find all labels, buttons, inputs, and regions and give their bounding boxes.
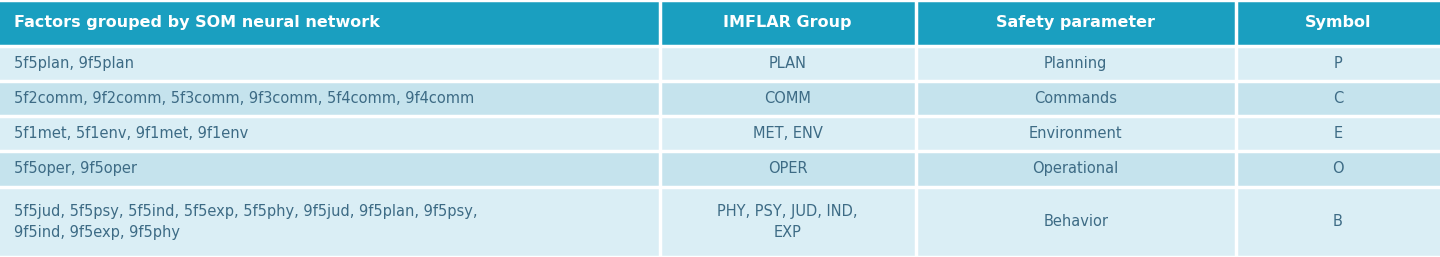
Text: C: C [1332, 91, 1344, 106]
Text: PLAN: PLAN [769, 56, 806, 71]
Text: Symbol: Symbol [1305, 15, 1371, 30]
Bar [660, 187, 916, 257]
Bar [0, 46, 660, 81]
Bar [916, 187, 1236, 257]
Text: B: B [1333, 214, 1342, 229]
Text: Safety parameter: Safety parameter [996, 15, 1155, 30]
Text: OPER: OPER [768, 161, 808, 177]
Text: Planning: Planning [1044, 56, 1107, 71]
Bar [660, 46, 916, 81]
Text: Operational: Operational [1032, 161, 1119, 177]
Bar [1236, 116, 1440, 151]
Bar [0, 116, 660, 151]
Bar [1236, 187, 1440, 257]
Bar [1236, 0, 1440, 46]
Text: Commands: Commands [1034, 91, 1117, 106]
Text: PHY, PSY, JUD, IND,
EXP: PHY, PSY, JUD, IND, EXP [717, 204, 858, 240]
Bar [1236, 151, 1440, 187]
Bar [0, 151, 660, 187]
Bar [1236, 81, 1440, 116]
Bar [0, 187, 660, 257]
Text: E: E [1333, 126, 1342, 141]
Text: 5f2comm, 9f2comm, 5f3comm, 9f3comm, 5f4comm, 9f4comm: 5f2comm, 9f2comm, 5f3comm, 9f3comm, 5f4c… [14, 91, 475, 106]
Text: Factors grouped by SOM neural network: Factors grouped by SOM neural network [14, 15, 380, 30]
Bar [1236, 46, 1440, 81]
Text: COMM: COMM [765, 91, 811, 106]
Bar [916, 0, 1236, 46]
Text: MET, ENV: MET, ENV [753, 126, 822, 141]
Bar [916, 81, 1236, 116]
Text: Environment: Environment [1028, 126, 1123, 141]
Text: P: P [1333, 56, 1342, 71]
Bar [660, 116, 916, 151]
Text: 5f1met, 5f1env, 9f1met, 9f1env: 5f1met, 5f1env, 9f1met, 9f1env [14, 126, 249, 141]
Text: 5f5oper, 9f5oper: 5f5oper, 9f5oper [14, 161, 137, 177]
Text: O: O [1332, 161, 1344, 177]
Bar [916, 46, 1236, 81]
Bar [0, 0, 660, 46]
Text: Behavior: Behavior [1043, 214, 1109, 229]
Bar [660, 151, 916, 187]
Bar [916, 116, 1236, 151]
Bar [660, 81, 916, 116]
Bar [916, 151, 1236, 187]
Bar [0, 81, 660, 116]
Text: 5f5plan, 9f5plan: 5f5plan, 9f5plan [14, 56, 134, 71]
Bar [660, 0, 916, 46]
Text: IMFLAR Group: IMFLAR Group [723, 15, 852, 30]
Text: 5f5jud, 5f5psy, 5f5ind, 5f5exp, 5f5phy, 9f5jud, 9f5plan, 9f5psy,
9f5ind, 9f5exp,: 5f5jud, 5f5psy, 5f5ind, 5f5exp, 5f5phy, … [14, 204, 478, 240]
